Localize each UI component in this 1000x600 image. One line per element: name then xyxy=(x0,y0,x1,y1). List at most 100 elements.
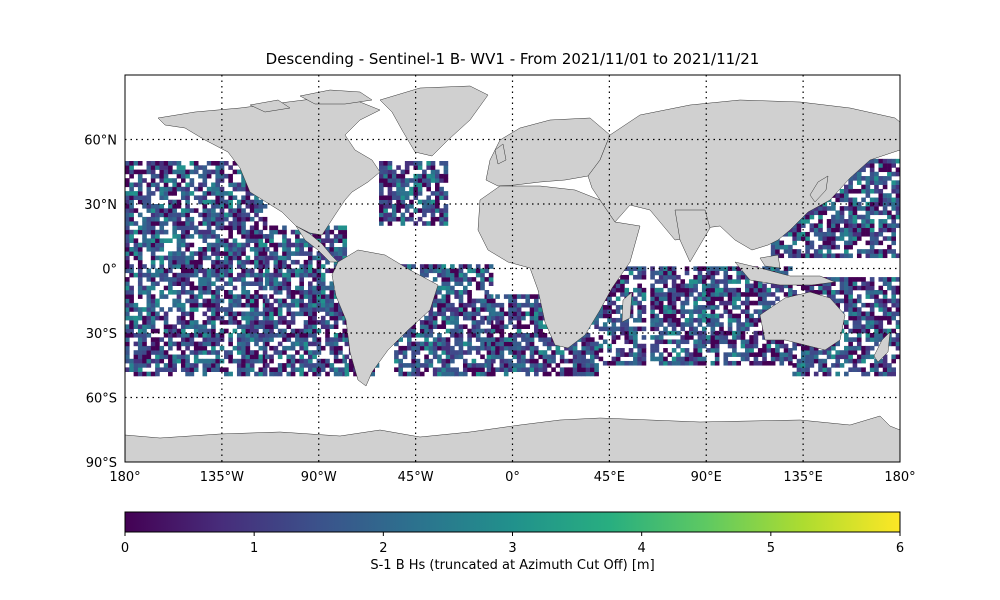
swath-cell xyxy=(202,165,208,170)
swath-cell xyxy=(826,294,832,299)
swath-cell xyxy=(398,350,404,355)
swath-cell xyxy=(228,320,233,325)
swath-cell xyxy=(245,328,251,334)
swath-cell xyxy=(245,242,251,248)
swath-cell xyxy=(775,244,780,250)
swath-cell xyxy=(387,161,393,166)
swath-cell xyxy=(839,188,845,194)
swath-cell xyxy=(891,171,896,177)
swath-cell xyxy=(176,272,182,278)
swath-cell xyxy=(432,294,438,299)
swath-cell xyxy=(437,324,442,329)
swath-cell xyxy=(445,358,451,364)
swath-cell xyxy=(329,337,335,342)
swath-cell xyxy=(193,333,199,338)
swath-cell xyxy=(312,234,317,239)
swath-cell xyxy=(236,225,242,231)
swath-cell xyxy=(611,330,617,336)
swath-cell xyxy=(654,335,660,340)
swath-cell xyxy=(264,311,270,317)
swath-cell xyxy=(206,285,212,291)
swath-cell xyxy=(693,274,698,280)
swath-cell xyxy=(856,333,862,338)
swath-cell xyxy=(525,302,531,308)
swath-cell xyxy=(428,341,434,347)
swath-cell xyxy=(180,173,186,179)
swath-cell xyxy=(450,315,455,321)
swath-cell xyxy=(133,272,139,278)
swath-cell xyxy=(719,326,724,332)
swath-cell xyxy=(723,352,729,357)
swath-cell xyxy=(865,210,871,216)
swath-cell xyxy=(211,216,216,222)
swath-cell xyxy=(168,363,173,368)
swath-cell xyxy=(236,311,242,317)
swath-cell xyxy=(206,333,212,338)
swath-cell xyxy=(155,165,160,170)
swath-cell xyxy=(295,242,300,248)
swath-cell xyxy=(342,242,348,248)
swath-cell xyxy=(471,277,477,282)
swath-cell xyxy=(538,320,543,325)
swath-cell xyxy=(736,352,741,357)
swath-cell xyxy=(241,229,246,235)
swath-cell xyxy=(882,311,888,317)
swath-cell xyxy=(534,371,539,377)
swath-cell xyxy=(826,345,832,351)
swath-cell xyxy=(236,182,242,188)
swath-cell xyxy=(422,178,427,183)
swath-cell xyxy=(312,272,317,278)
swath-cell xyxy=(325,363,330,368)
swath-cell xyxy=(299,247,304,252)
swath-cell xyxy=(641,343,647,349)
swath-cell xyxy=(869,163,875,168)
swath-cell xyxy=(831,298,836,304)
swath-cell xyxy=(874,240,879,246)
swath-cell xyxy=(211,169,216,175)
swath-cell xyxy=(176,259,182,265)
swath-cell xyxy=(290,315,296,321)
swath-cell xyxy=(206,277,212,282)
swath-cell xyxy=(241,363,246,368)
swath-cell xyxy=(146,191,152,196)
swath-cell xyxy=(458,311,464,317)
swath-cell xyxy=(417,161,423,166)
swath-cell xyxy=(865,193,871,198)
swath-cell xyxy=(878,249,884,254)
swath-cell xyxy=(701,309,707,314)
swath-cell xyxy=(844,197,849,203)
swath-cell xyxy=(783,343,789,349)
swath-cell xyxy=(137,225,143,231)
swath-cell xyxy=(150,191,156,196)
swath-cell xyxy=(391,208,397,213)
swath-cell xyxy=(185,298,190,304)
swath-cell xyxy=(172,324,177,329)
swath-cell xyxy=(590,363,595,368)
swath-cell xyxy=(400,204,406,209)
swath-cell xyxy=(307,290,313,295)
swath-cell xyxy=(193,272,199,278)
swath-cell xyxy=(150,371,156,377)
swath-cell xyxy=(155,350,160,355)
swath-cell xyxy=(150,251,156,256)
swath-cell xyxy=(224,259,229,265)
swath-cell xyxy=(202,324,208,329)
swath-cell xyxy=(398,345,404,351)
swath-cell xyxy=(462,272,468,278)
swath-cell xyxy=(480,341,485,347)
swath-cell xyxy=(163,238,169,243)
swath-cell xyxy=(749,352,754,357)
swath-cell xyxy=(856,201,862,207)
swath-cell xyxy=(887,236,892,241)
swath-cell xyxy=(852,358,858,364)
swath-cell xyxy=(245,294,251,299)
swath-cell xyxy=(809,345,815,351)
swath-cell xyxy=(480,315,485,321)
swath-cell xyxy=(409,186,414,192)
swath-cell xyxy=(219,272,225,278)
swath-cell xyxy=(882,328,888,334)
swath-cell xyxy=(766,305,772,310)
swath-cell xyxy=(852,363,858,368)
swath-cell xyxy=(667,322,673,327)
swath-cell xyxy=(633,360,638,366)
